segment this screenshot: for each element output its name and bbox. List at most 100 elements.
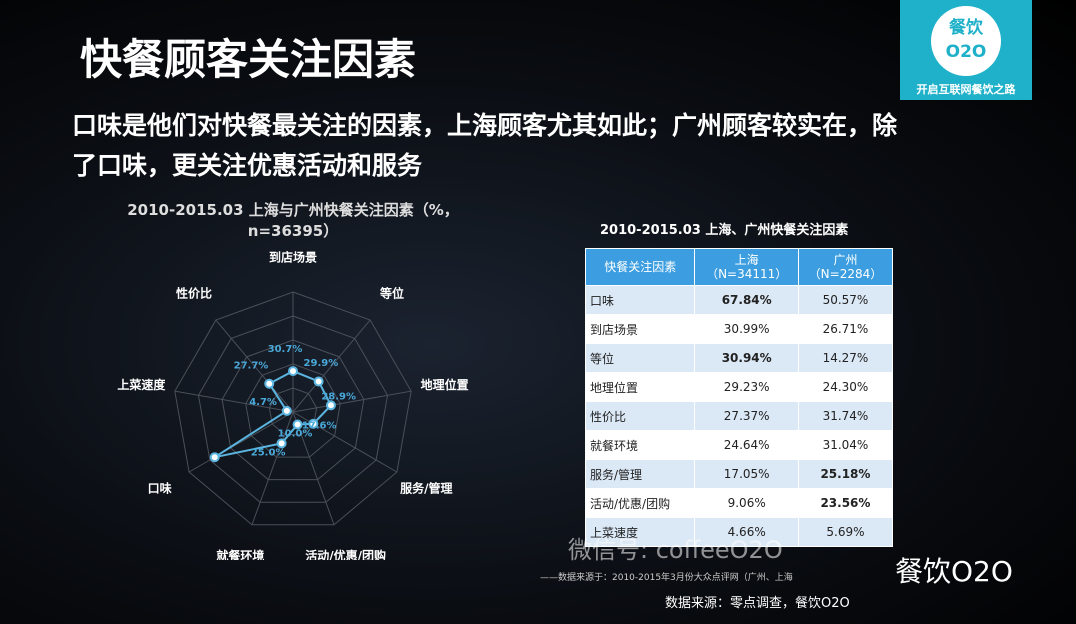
slide-title: 快餐顾客关注因素 xyxy=(80,35,417,84)
radar-point xyxy=(276,438,287,449)
logo-slogan: 开启互联网餐饮之路 xyxy=(916,83,1016,96)
table-cell: 26.71% xyxy=(797,314,894,344)
value-label: 17.6% xyxy=(302,421,337,432)
radar-ring xyxy=(197,315,389,503)
radar-spoke xyxy=(292,319,371,413)
header-line: 广州 xyxy=(833,253,858,267)
table-cell: 29.23% xyxy=(694,372,799,402)
table-cell: 9.06% xyxy=(694,488,799,518)
data-table: 快餐关注因素 上海 （N=34111） 广州 （N=2284） 口味 67.84% 50.57… xyxy=(584,248,894,547)
radar-spoke xyxy=(174,390,294,413)
header-line: 上海 xyxy=(734,253,759,267)
radar-point xyxy=(308,418,319,429)
slide-subtitle: 口味是他们对快餐最关注的因素，上海顾客尤其如此；广州顾客较实在，除了口味，更关注… xyxy=(72,111,898,180)
axis-label: 服务/管理 xyxy=(400,481,452,496)
radar-point xyxy=(313,376,324,387)
watermark: 微信号: coffeeO2O xyxy=(568,536,783,564)
source-note: 数据来源：零点调查，餐饮O2O xyxy=(665,596,850,611)
table-cell: 67.84% xyxy=(694,285,799,315)
radar-spoke xyxy=(292,411,335,525)
radar-point xyxy=(281,405,292,416)
footnote: ——数据来源于：2010-2015年3月份大众点评网（广州、上海 xyxy=(540,573,793,583)
radar-ring xyxy=(221,339,365,481)
table-cell: 性价比 xyxy=(584,401,696,431)
axis-label: 地理位置 xyxy=(421,377,469,392)
table-cell: 14.27% xyxy=(797,343,894,373)
table-cell: 24.64% xyxy=(694,430,799,460)
logo-line: 餐饮 xyxy=(949,18,983,38)
axis-label: 到店场景 xyxy=(269,250,317,265)
table-cell: 活动/优惠/团购 xyxy=(584,488,696,518)
watermark-brand: 餐饮O2O xyxy=(895,555,1013,588)
table-cell: 到店场景 xyxy=(584,314,696,344)
table-row: 地理位置 29.23% 24.30% xyxy=(584,372,894,402)
table-cell: 17.05% xyxy=(694,459,799,489)
table-cell: 25.18% xyxy=(797,459,894,489)
radar-ring xyxy=(268,387,318,436)
axis-label: 口味 xyxy=(148,481,172,496)
table-cell: 23.56% xyxy=(797,488,894,518)
radar-point xyxy=(288,366,298,377)
logo-mark: 餐饮 O2O xyxy=(931,6,1001,76)
axis-label: 上菜速度 xyxy=(117,377,166,392)
axis-label: 就餐环境 xyxy=(216,548,264,560)
table-row: 服务/管理 17.05% 25.18% xyxy=(584,459,894,489)
header-cell: 快餐关注因素 xyxy=(584,248,696,286)
radar-line xyxy=(214,369,333,459)
table-cell: 5.69% xyxy=(797,517,894,547)
table-row: 到店场景 30.99% 26.71% xyxy=(584,314,894,344)
table-row: 口味 67.84% 50.57% xyxy=(584,285,894,315)
radar-chart: 2010-2015.03 上海与广州快餐关注因素（%， n=36395） 到店场景等… xyxy=(117,201,469,560)
table-cell: 31.74% xyxy=(797,401,894,431)
header-line: （N=2284） xyxy=(808,267,883,281)
header-cell: 广州 （N=2284） xyxy=(797,248,894,286)
table-cell: 服务/管理 xyxy=(584,459,696,489)
table-body: 口味 67.84% 50.57% 到店场景 30.99% 26.71% 等位 30.94% 14… xyxy=(584,285,894,547)
value-label: 29.9% xyxy=(304,358,339,369)
value-label: 30.7% xyxy=(268,344,303,355)
value-label: 10.0% xyxy=(278,429,313,440)
radar-spoke xyxy=(215,319,294,413)
header-line: 快餐关注因素 xyxy=(604,260,677,274)
axis-label: 性价比 xyxy=(175,286,212,301)
value-label: 27.7% xyxy=(234,360,269,371)
table-cell: 27.37% xyxy=(694,401,799,431)
table-cell: 上菜速度 xyxy=(584,517,696,547)
table-cell: 等位 xyxy=(584,343,696,373)
axis-label: 等位 xyxy=(379,286,404,301)
axis-label: 活动/优惠/团购 xyxy=(305,548,386,560)
logo-line: O2O xyxy=(945,42,987,62)
table-cell: 30.94% xyxy=(694,343,799,373)
radar-point xyxy=(325,400,336,411)
table-row: 性价比 27.37% 31.74% xyxy=(584,401,894,431)
table-title: 2010-2015.03 上海、广州快餐关注因素 xyxy=(600,223,849,238)
table-row: 上菜速度 4.66% 5.69% xyxy=(584,517,894,547)
header-line: （N=34111） xyxy=(706,267,788,281)
table-cell: 30.99% xyxy=(694,314,799,344)
radar-ring xyxy=(174,291,412,526)
radar-point xyxy=(209,452,220,463)
value-label: 25.0% xyxy=(251,447,286,458)
radar-point xyxy=(292,419,303,430)
table-row: 活动/优惠/团购 9.06% 23.56% xyxy=(584,488,894,518)
table-row: 等位 30.94% 14.27% xyxy=(584,343,894,373)
radar-ring xyxy=(245,363,341,458)
radar-spoke xyxy=(188,411,294,473)
radar-spoke xyxy=(251,411,294,525)
header-cell: 上海 （N=34111） xyxy=(694,248,799,286)
radar-spoke xyxy=(292,390,412,413)
table-cell: 就餐环境 xyxy=(584,430,696,460)
table-cell: 50.57% xyxy=(797,285,894,315)
table-cell: 24.30% xyxy=(797,372,894,402)
table-cell: 地理位置 xyxy=(584,372,696,402)
logo: 餐饮 O2O 开启互联网餐饮之路 xyxy=(900,0,1032,100)
chart-title: 2010-2015.03 上海与广州快餐关注因素（%， n=36395） xyxy=(127,201,459,240)
table-cell: 4.66% xyxy=(694,517,799,547)
table-cell: 31.04% xyxy=(797,430,894,460)
value-label: 28.9% xyxy=(321,392,356,403)
table-cell: 口味 xyxy=(584,285,696,315)
value-label: 4.7% xyxy=(249,397,277,408)
table-header: 快餐关注因素 上海 （N=34111） 广州 （N=2284） xyxy=(584,248,894,286)
table-row: 就餐环境 24.64% 31.04% xyxy=(584,430,894,460)
